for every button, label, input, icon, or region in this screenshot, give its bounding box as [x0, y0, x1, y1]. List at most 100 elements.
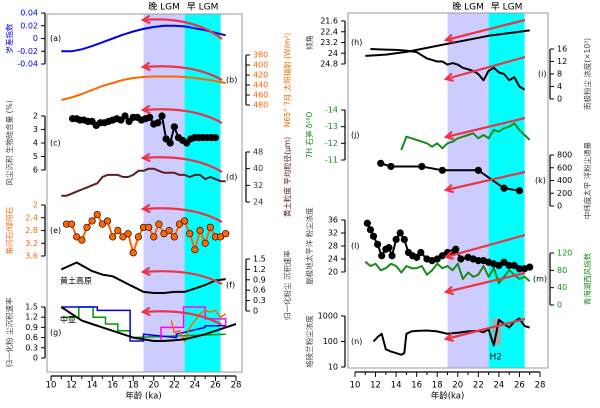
y-tick-label: 32 [328, 229, 338, 238]
data-point [129, 249, 137, 257]
x-tick-label: 28 [535, 381, 546, 391]
series-e: 2 2.4 2.8 3.2 3.6 角闪石/绿帘石 (e) [4, 201, 230, 261]
data-point [222, 230, 230, 238]
y-tick-label: 200 [557, 189, 572, 198]
y-tick-label: 0 [33, 354, 38, 363]
data-point [417, 248, 425, 257]
x-axis-title: 年龄 (ka) [125, 391, 161, 402]
y-axis-title-h: 倾角 [304, 35, 314, 50]
y-axis-title-c: 风尘沉积 生物硅含量 (%) [4, 100, 14, 185]
shade-label-late-lgm: 晚 LGM [148, 2, 180, 13]
x-tick-label: 22 [169, 381, 180, 391]
plot-frame [46, 13, 243, 373]
trend-arrow-head [443, 130, 455, 141]
trend-arrow-shaft [142, 108, 223, 124]
series-d: 48 40 32 24 黄土粒度 平均粒径(μm) (d) [61, 137, 292, 217]
panel-tag-h: (h) [351, 38, 362, 47]
series-line-n [372, 317, 530, 356]
trend-arrow-shaft [142, 310, 223, 326]
trend-arrow-head [443, 285, 455, 296]
data-point [385, 244, 393, 252]
series-line-d [61, 167, 226, 197]
data-point [452, 245, 460, 253]
data-point [67, 220, 76, 228]
data-point [73, 233, 81, 241]
trend-arrow [140, 266, 223, 285]
y-tick-label: 16 [557, 45, 567, 54]
series-line-a [61, 24, 226, 53]
data-point [526, 263, 534, 271]
data-point [392, 235, 400, 244]
trend-arrow [140, 203, 223, 223]
h2-label: H2 [489, 353, 502, 363]
x-tick-label: 24 [189, 381, 200, 391]
y-tick-label: 0.9 [253, 275, 266, 284]
y-axis-title-a: 岁差指数 [4, 23, 14, 53]
panel-tag-n: (n) [351, 337, 362, 346]
y-tick-label: -0.02 [17, 47, 38, 56]
y-tick-label: 0.02 [20, 21, 38, 30]
trend-arrow-shaft [445, 170, 526, 192]
x-tick-label: 18 [432, 381, 443, 391]
y-tick-label: 3.2 [25, 239, 38, 248]
x-tick-label: 24 [493, 381, 504, 391]
y-tick-label: 1.2 [253, 265, 266, 274]
trend-arrow-head [140, 203, 151, 214]
data-point [366, 226, 375, 234]
trend-arrow-head [140, 306, 151, 317]
data-point [165, 226, 173, 235]
trend-arrow [140, 14, 223, 40]
data-point [510, 261, 518, 270]
data-point [474, 166, 482, 174]
y-tick-label: 32 [253, 181, 263, 190]
y-tick-label: -14 [325, 106, 338, 115]
y-tick-label: 460 [253, 91, 268, 100]
y-tick-label: 120 [557, 249, 572, 258]
y-tick-label: 0.3 [253, 296, 266, 305]
y-tick-label: 0 [33, 34, 38, 43]
y-tick-label: 2.8 [25, 226, 38, 235]
y-tick-label: 20 [328, 268, 338, 277]
data-point [155, 220, 163, 228]
data-point [124, 230, 132, 238]
series-j: -14 -13 -12 -11 7H 石笋 δ¹⁸O (j) [304, 106, 531, 165]
y-tick-label: 380 [253, 51, 268, 60]
data-point [438, 166, 446, 174]
y-tick-label: 8 [557, 70, 562, 79]
trend-arrow-head [443, 72, 455, 82]
y-tick-label: 3.6 [25, 252, 38, 261]
series-line-b [61, 75, 226, 101]
trend-arrow-shaft [142, 18, 223, 40]
x-axis-title: 年龄(ka) [431, 391, 465, 402]
y-tick-label: -13 [325, 122, 338, 131]
trend-arrow [443, 317, 526, 343]
y-tick-label: 4 [33, 139, 38, 148]
panel-tag-e: (e) [50, 226, 61, 235]
data-point [158, 112, 166, 120]
y-axis-title-i: 南极粉尘 浓度(×10³) [582, 38, 592, 110]
trend-arrow-head [443, 33, 455, 44]
trend-arrow [140, 61, 223, 81]
trend-arrow-shaft [445, 55, 526, 81]
y-tick-label: 2 [33, 201, 38, 210]
y-tick-label: 1.5 [25, 303, 38, 312]
trend-arrow-head [140, 152, 151, 163]
data-point [211, 134, 220, 142]
y-tick-label: 23.2 [320, 38, 338, 47]
y-tick-label: 0.3 [25, 343, 38, 352]
shade-band-late-lgm [447, 13, 489, 368]
y-tick-label: 0.9 [25, 323, 38, 332]
y-tick-label: 0.04 [20, 9, 38, 18]
data-point [83, 223, 91, 231]
data-point [396, 229, 404, 237]
panel-tag-f: (f) [226, 281, 235, 290]
panel-tag-i: (i) [538, 70, 546, 79]
x-tick-label: 10 [46, 381, 57, 391]
data-point [196, 226, 204, 235]
y-tick-label: 2 [33, 112, 38, 121]
data-point [400, 235, 408, 244]
data-point [160, 230, 168, 238]
trend-arrow-shaft [142, 207, 223, 223]
series-n: 1000 100 10 格陵兰粉尘浓度 (n) [304, 312, 530, 372]
